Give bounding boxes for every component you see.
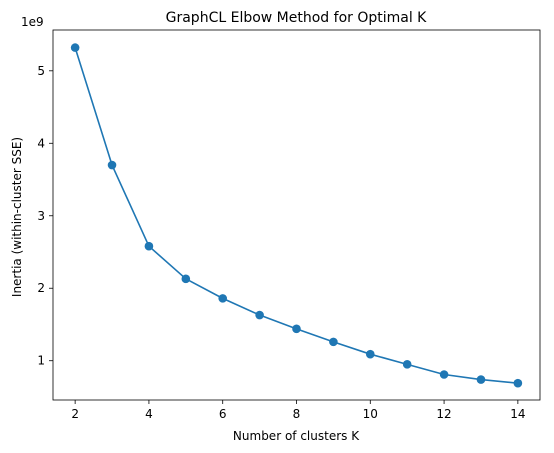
data-point <box>181 274 191 284</box>
x-tick-label: 10 <box>363 407 378 421</box>
plot-frame <box>52 29 541 401</box>
data-point <box>365 349 375 359</box>
data-point <box>513 378 523 388</box>
x-tick-label: 4 <box>145 407 153 421</box>
chart-title: GraphCL Elbow Method for Optimal K <box>166 10 428 26</box>
x-tick-label: 2 <box>71 407 79 421</box>
y-tick-label: 5 <box>37 64 45 78</box>
data-point <box>70 43 80 52</box>
data-point <box>329 337 338 347</box>
data-point <box>144 241 154 251</box>
y-tick-label: 4 <box>37 136 45 150</box>
y-tick-label: 3 <box>37 209 45 223</box>
data-point <box>255 310 264 320</box>
y-tick-label: 1 <box>37 354 45 368</box>
y-tick-label: 2 <box>37 281 45 295</box>
data-point <box>292 324 301 334</box>
x-tick-label: 6 <box>219 407 227 421</box>
data-point <box>439 370 449 379</box>
x-tick-label: 12 <box>436 407 451 421</box>
y-offset-label: 1e9 <box>21 15 44 29</box>
x-tick-label: 8 <box>293 407 301 421</box>
y-axis-label: Inertia (within-cluster SSE) <box>10 137 24 297</box>
data-point <box>476 375 486 384</box>
x-tick-label: 14 <box>510 407 525 421</box>
x-axis-label: Number of clusters K <box>233 429 360 443</box>
data-point <box>107 160 117 170</box>
data-point <box>402 360 412 369</box>
data-point <box>218 294 228 303</box>
